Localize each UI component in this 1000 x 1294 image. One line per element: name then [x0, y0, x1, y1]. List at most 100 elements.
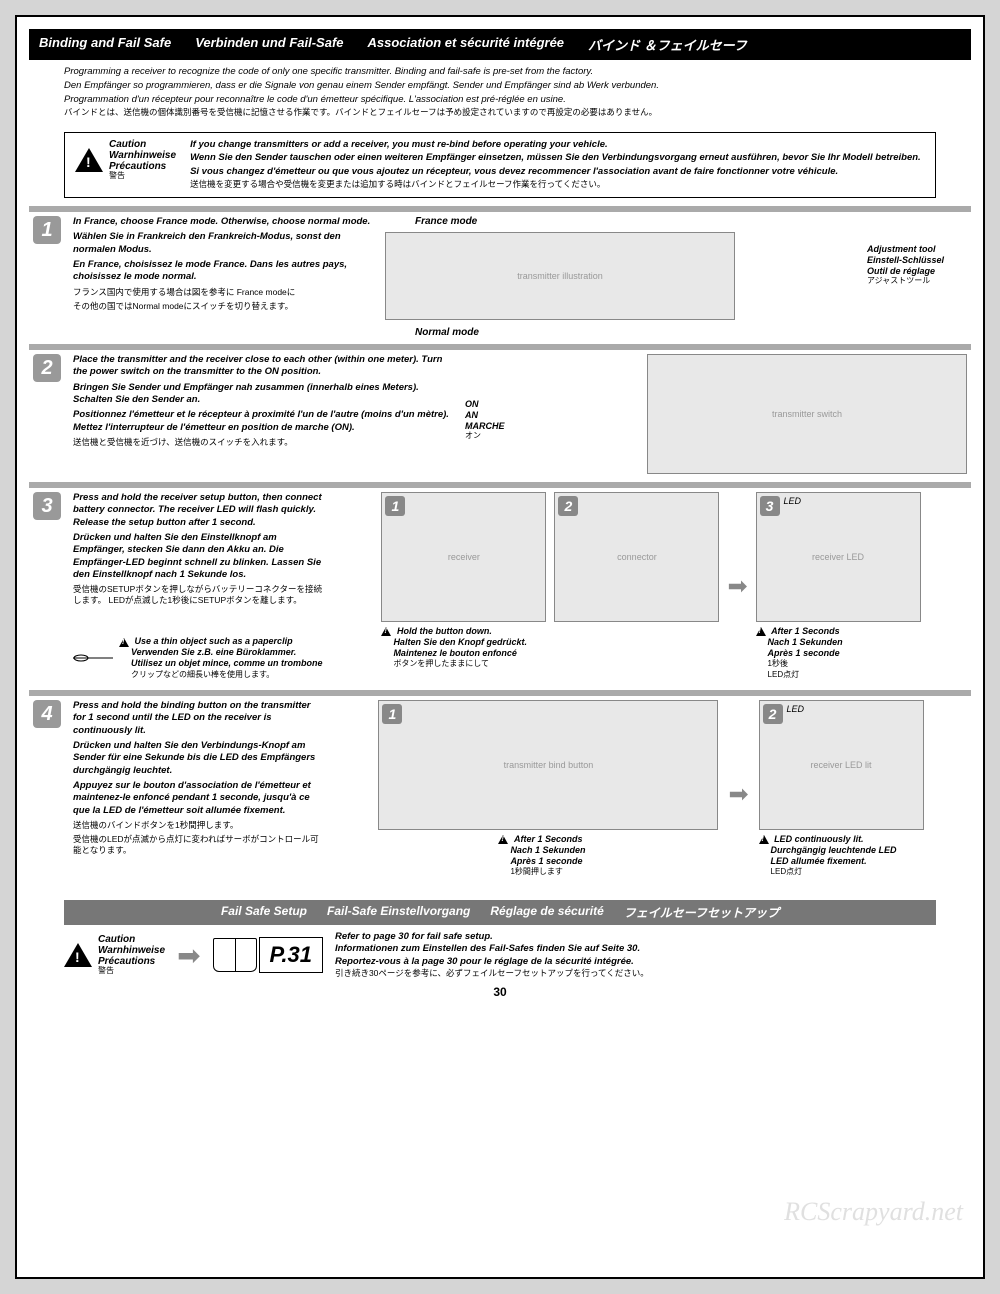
step1-en: In France, choose France mode. Otherwise… — [73, 216, 373, 228]
on-fr: MARCHE — [465, 421, 505, 432]
step2-text: Place the transmitter and the receiver c… — [73, 354, 453, 474]
transmitter-bind-diagram: transmitter bind button — [378, 700, 718, 830]
sub-1: 1 — [382, 704, 402, 724]
step-divider — [29, 206, 971, 212]
warning-small-icon — [498, 835, 508, 844]
step3-text: Press and hold the receiver setup button… — [73, 492, 323, 682]
step4-de: Drücken und halten Sie den Verbindungs-K… — [73, 740, 323, 777]
fs-jp: フェイルセーフセットアップ — [624, 904, 779, 921]
after-jp: 1秒後 — [768, 659, 788, 668]
lit-jp: LED点灯 — [771, 867, 803, 876]
transmitter-switch-diagram: transmitter switch — [647, 354, 967, 474]
after-labels-4: After 1 Seconds Nach 1 Sekunden Après 1 … — [498, 834, 718, 877]
tip-en: Use a thin object such as a paperclip — [135, 636, 293, 646]
caution-de: Warnhinweise — [98, 945, 165, 956]
footer-section: Caution Warnhinweise Précautions 警告 ➡ P.… — [64, 931, 936, 979]
sub-2: 2 — [558, 496, 578, 516]
step1-diagram: France mode transmitter illustration Nor… — [385, 216, 967, 336]
ft-de: Informationen zum Einstellen des Fail-Sa… — [335, 943, 649, 955]
step2-fr: Positionnez l'émetteur et le récepteur à… — [73, 409, 453, 434]
after-de: Nach 1 Sekunden — [768, 637, 843, 647]
tip-fr: Utilisez un objet mince, comme un trombo… — [131, 658, 323, 668]
step-number-2: 2 — [33, 354, 61, 382]
intro-text: Programming a receiver to recognize the … — [29, 60, 971, 126]
book-icon — [213, 938, 257, 972]
on-jp: オン — [465, 431, 505, 441]
after4-jp: 1秒間押します — [510, 867, 562, 876]
ft-en: Refer to page 30 for fail safe setup. — [335, 931, 649, 943]
ft-fr: Reportez-vous à la page 30 pour le régla… — [335, 956, 649, 968]
receiver-lit-diagram: receiver LED lit — [759, 700, 924, 830]
led-label: LED — [787, 704, 805, 714]
after4-fr: Après 1 seconde — [510, 856, 582, 866]
tool-en: Adjustment tool — [867, 244, 967, 255]
caution-labels: Caution Warnhinweise Précautions 警告 — [98, 934, 165, 976]
warning-triangle-icon — [64, 943, 92, 967]
step1-fr: En France, choisissez le mode France. Da… — [73, 259, 373, 284]
caution-jp: 警告 — [98, 967, 165, 976]
step-2: 2 Place the transmitter and the receiver… — [29, 344, 971, 474]
after4-en: After 1 Seconds — [514, 834, 583, 844]
step2-jp: 送信機と受信機を近づけ、送信機のスイッチを入れます。 — [73, 437, 453, 448]
warning-small-icon — [119, 638, 129, 647]
fs-en: Fail Safe Setup — [221, 904, 307, 921]
caution-text-fr: Si vous changez d'émetteur ou que vous a… — [190, 166, 925, 178]
normal-mode-label: Normal mode — [415, 327, 479, 338]
caution-text-de: Wenn Sie den Sender tauschen oder einen … — [190, 152, 925, 164]
on-labels: ON AN MARCHE オン — [465, 399, 505, 441]
manual-page: Binding and Fail Safe Verbinden und Fail… — [15, 15, 985, 1279]
step-number-4: 4 — [33, 700, 61, 728]
caution-text: If you change transmitters or add a rece… — [190, 139, 925, 191]
tip-jp: クリップなどの細長い棒を使用します。 — [131, 670, 274, 679]
step-3: 3 Press and hold the receiver setup butt… — [29, 482, 971, 682]
intro-de: Den Empfänger so programmieren, dass er … — [64, 80, 936, 93]
step1-jp1: フランス国内で使用する場合は図を参考に France modeに — [73, 287, 373, 298]
page-reference: P.31 — [259, 937, 323, 973]
hold-en: Hold the button down. — [397, 626, 492, 636]
step1-de: Wählen Sie in Frankreich den Frankreich-… — [73, 231, 373, 256]
caution-box: Caution Warnhinweise Précautions 警告 If y… — [64, 132, 936, 198]
france-mode-label: France mode — [415, 216, 477, 227]
caution-jp: 警告 — [109, 172, 176, 181]
arrow-icon: ➡ — [728, 780, 748, 809]
sub-2: 2 — [763, 704, 783, 724]
caution-labels: Caution Warnhinweise Précautions 警告 — [109, 139, 176, 181]
caution-text-jp: 送信機を変更する場合や受信機を変更または追加する時はバインドとフェイルセーフ作業… — [190, 179, 925, 190]
arrow-right-icon: ➡ — [177, 939, 200, 972]
on-en: ON — [465, 399, 505, 410]
sub-1: 1 — [385, 496, 405, 516]
connector-diagram: connector — [554, 492, 719, 622]
tool-de: Einstell-Schlüssel — [867, 255, 967, 266]
caution-en: Caution — [109, 139, 176, 150]
lit-en: LED continuously lit. — [774, 834, 864, 844]
step3-de: Drücken und halten Sie den Einstellknopf… — [73, 532, 323, 581]
step3-diagram: 1 receiver Hold the button down. Halten … — [335, 492, 967, 682]
paperclip-tip: Use a thin object such as a paperclip Ve… — [119, 636, 323, 679]
fs-fr: Réglage de sécurité — [490, 904, 603, 921]
intro-en: Programming a receiver to recognize the … — [64, 66, 936, 79]
fs-de: Fail-Safe Einstellvorgang — [327, 904, 470, 921]
caution-icon-group: Caution Warnhinweise Précautions 警告 — [75, 139, 176, 181]
step1-text: In France, choose France mode. Otherwise… — [73, 216, 373, 336]
step-number-3: 3 — [33, 492, 61, 520]
receiver-diagram-1: receiver — [381, 492, 546, 622]
lit-fr: LED allumée fixement. — [771, 856, 867, 866]
footer-caution: Caution Warnhinweise Précautions 警告 — [64, 934, 165, 976]
intro-jp: バインドとは、送信機の個体識別番号を受信機に記憶させる作業です。バインドとフェイ… — [64, 107, 936, 118]
step4-diagram: 1 transmitter bind button After 1 Second… — [335, 700, 967, 890]
after-fr: Après 1 seconde — [768, 648, 840, 658]
step3-en: Press and hold the receiver setup button… — [73, 492, 323, 529]
step-divider — [29, 690, 971, 696]
tool-labels: Adjustment tool Einstell-Schlüssel Outil… — [867, 244, 967, 286]
step2-diagram: ON AN MARCHE オン transmitter switch — [465, 354, 967, 474]
ft-jp: 引き続き30ページを参考に、必ずフェイルセーフセットアップを行ってください。 — [335, 968, 649, 979]
caution-text-en: If you change transmitters or add a rece… — [190, 139, 925, 151]
header-en: Binding and Fail Safe — [39, 35, 171, 54]
lit-de: Durchgängig leuchtende LED — [771, 845, 897, 855]
after-en: After 1 Seconds — [771, 626, 840, 636]
paperclip-icon — [73, 652, 113, 664]
after-labels: After 1 Seconds Nach 1 Sekunden Après 1 … — [756, 626, 921, 680]
receiver-diagram-3: receiver LED — [756, 492, 921, 622]
step-1: 1 In France, choose France mode. Otherwi… — [29, 206, 971, 336]
warning-small-icon — [759, 835, 769, 844]
